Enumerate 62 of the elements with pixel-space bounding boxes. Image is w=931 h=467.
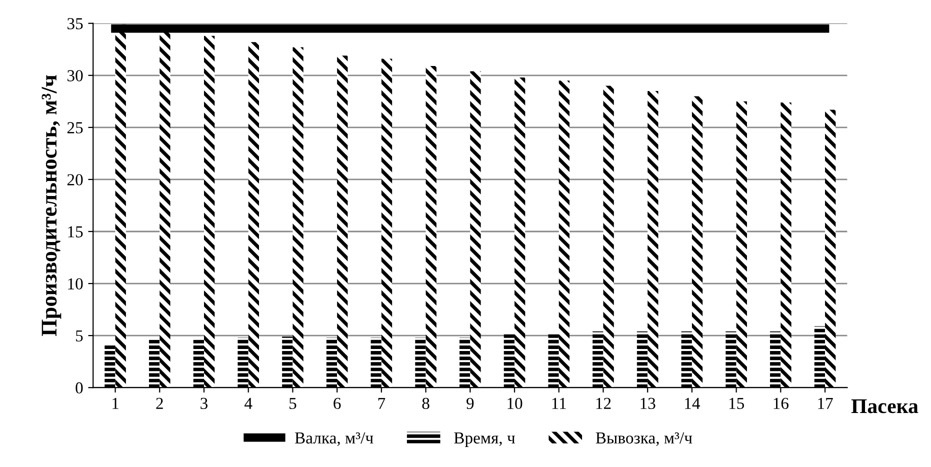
x-tick-label: 17 [818, 398, 833, 409]
y-axis-title: Производительность, м³/ч [42, 75, 62, 336]
x-axis-title: Пасека [851, 399, 918, 414]
bar [726, 331, 736, 388]
x-tick-label: 2 [156, 398, 163, 409]
bar [193, 340, 204, 388]
y-tick-label: 10 [68, 278, 83, 290]
bar [248, 42, 260, 388]
bar [825, 110, 836, 388]
x-tick-label: 3 [200, 398, 208, 410]
bar [370, 338, 382, 388]
y-tick-label: 0 [76, 382, 83, 394]
bar [681, 331, 692, 388]
bar [426, 66, 436, 388]
bar [548, 332, 559, 388]
bar [460, 338, 470, 388]
y-tick-label: 15 [68, 226, 83, 238]
bar [204, 36, 215, 388]
bar [148, 340, 160, 388]
bar [337, 56, 348, 388]
legend-label: Время, ч [454, 432, 515, 447]
x-tick-label: 12 [596, 398, 611, 409]
x-tick-label: 15 [729, 398, 744, 410]
bar [814, 326, 826, 388]
bar [415, 338, 426, 388]
bar [692, 96, 703, 388]
bar [514, 77, 526, 388]
x-tick-label: 7 [378, 398, 386, 409]
bar [636, 331, 648, 388]
bar [558, 80, 570, 388]
x-tick-label: 5 [290, 398, 296, 410]
bar [326, 338, 338, 388]
x-tick-label: 13 [640, 398, 656, 410]
bar [603, 86, 614, 388]
legend-label: Вывозка, м³/ч [596, 432, 692, 446]
bar [504, 332, 515, 388]
bar [780, 102, 792, 388]
x-tick-label: 1 [112, 398, 118, 409]
x-tick-label: 8 [422, 398, 430, 410]
bar [592, 331, 604, 388]
x-tick-label: 14 [685, 398, 700, 409]
x-tick-label: 11 [552, 398, 566, 409]
bar [104, 344, 116, 388]
bar [648, 91, 658, 388]
y-tick-label: 35 [68, 18, 83, 30]
x-tick-label: 16 [774, 398, 789, 410]
bar [238, 338, 248, 388]
bar [381, 58, 392, 388]
x-tick-label: 9 [466, 398, 474, 410]
y-tick-label: 25 [67, 122, 83, 134]
bar [470, 71, 481, 388]
bar [770, 331, 781, 388]
x-tick-label: 4 [244, 398, 252, 409]
legend-label: Валка, м³/ч [294, 432, 374, 446]
bar [736, 101, 747, 388]
x-tick-label: 6 [334, 398, 341, 410]
y-tick-label: 5 [76, 330, 83, 342]
bar [282, 336, 293, 388]
y-tick-label: 20 [67, 174, 83, 186]
bar [292, 47, 304, 388]
y-tick-label: 30 [68, 70, 83, 82]
x-tick-label: 10 [508, 398, 522, 410]
